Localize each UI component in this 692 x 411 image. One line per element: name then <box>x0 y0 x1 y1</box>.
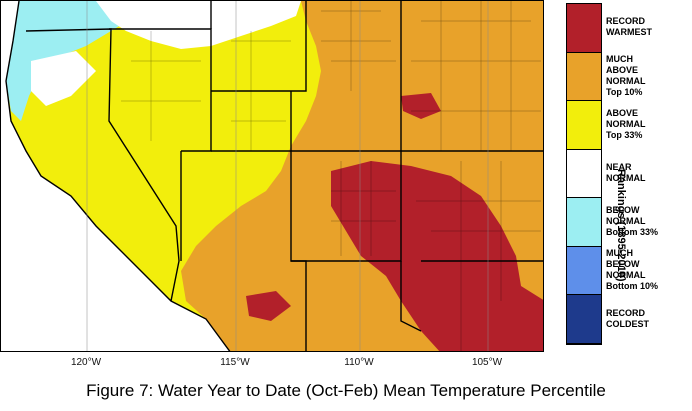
legend-item-label: MUCH BELOW NORMAL Bottom 10% <box>606 248 659 292</box>
map-canvas <box>1 1 543 351</box>
region-record-warmest-n <box>401 93 441 119</box>
legend-swatch <box>567 101 601 150</box>
state-boundaries <box>5 1 543 351</box>
region-near-normal-north <box>96 1 301 49</box>
legend-color-bar <box>566 3 602 345</box>
figure-caption: Figure 7: Water Year to Date (Oct-Feb) M… <box>86 381 606 400</box>
legend-title: Rankings (1895-2010) <box>614 169 627 282</box>
legend-swatch <box>567 52 601 102</box>
ocean <box>1 1 230 351</box>
tick-label-120w: 120°W <box>70 357 102 368</box>
legend-item-label: RECORD WARMEST <box>606 16 652 38</box>
region-record-warmest <box>331 161 543 351</box>
legend-swatch <box>567 198 601 247</box>
legend-item-label: RECORD COLDEST <box>606 307 650 329</box>
region-record-warmest-az <box>246 291 291 321</box>
county-boundaries <box>121 1 541 351</box>
tick-label-105w: 105°W <box>471 357 503 368</box>
legend-item-label: MUCH ABOVE NORMAL Top 10% <box>606 53 646 97</box>
longitude-gridlines <box>86 1 489 351</box>
legend-swatch <box>567 295 601 344</box>
temperature-percentile-map <box>0 0 544 352</box>
legend-swatch <box>567 4 601 53</box>
tick-label-115w: 115°W <box>220 357 250 368</box>
legend-item-label: ABOVE NORMAL Top 33% <box>606 107 646 140</box>
tick-label-110w: 110°W <box>344 357 374 368</box>
legend-item-label: BELOW NORMAL Bottom 33% <box>606 205 659 238</box>
legend-item-label: NEAR NORMAL <box>606 162 646 183</box>
legend-swatch <box>567 246 601 296</box>
legend-swatch <box>567 149 601 199</box>
region-near-normal-nw <box>31 51 96 106</box>
